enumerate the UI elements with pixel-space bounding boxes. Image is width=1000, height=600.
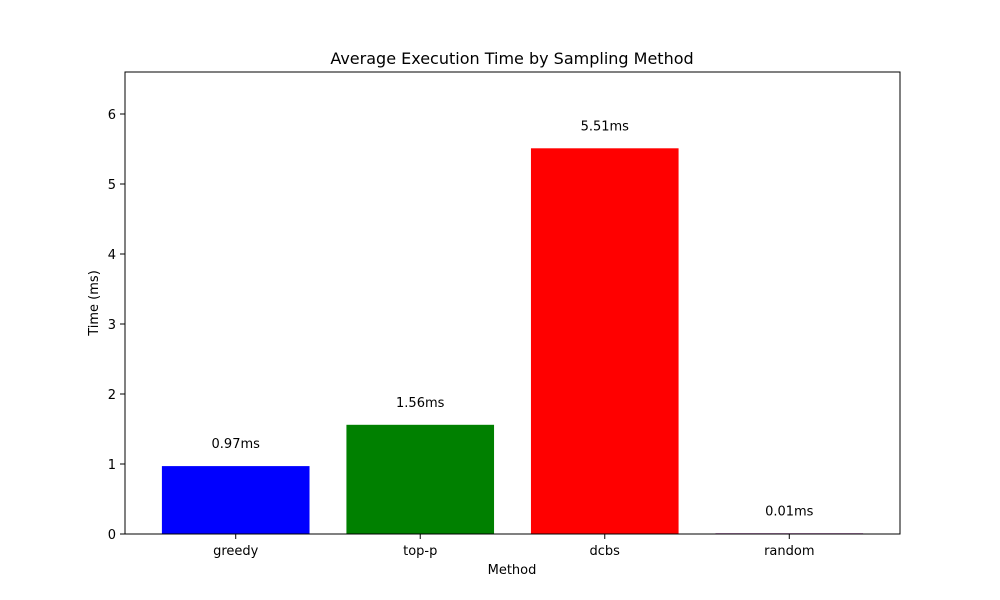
y-axis: 0 1 2 3 4 5 6 bbox=[108, 108, 125, 543]
y-tick-label-3: 3 bbox=[108, 318, 116, 333]
x-axis-title: Method bbox=[488, 563, 537, 578]
x-tick-label-dcbs: dcbs bbox=[590, 544, 621, 559]
x-tick-label-random: random bbox=[764, 544, 814, 559]
y-tick-label-1: 1 bbox=[108, 458, 116, 473]
y-tick-label-0: 0 bbox=[108, 528, 116, 543]
y-axis-title: Time (ms) bbox=[87, 270, 102, 337]
bar-top-p bbox=[346, 424, 495, 534]
y-tick-label-6: 6 bbox=[108, 108, 116, 123]
bars-group bbox=[161, 148, 864, 535]
x-tick-label-top-p: top-p bbox=[403, 544, 437, 559]
x-tick-label-greedy: greedy bbox=[213, 544, 259, 559]
data-labels-group: 0.97ms 1.56ms 5.51ms 0.01ms bbox=[212, 119, 814, 519]
chart-title: Average Execution Time by Sampling Metho… bbox=[330, 49, 693, 68]
plot-frame bbox=[124, 71, 901, 535]
data-label-random: 0.01ms bbox=[765, 504, 814, 519]
x-axis: greedy top-p dcbs random bbox=[213, 534, 814, 559]
data-label-greedy: 0.97ms bbox=[212, 437, 261, 452]
y-tick-label-4: 4 bbox=[108, 248, 116, 263]
y-tick-label-5: 5 bbox=[108, 178, 116, 193]
bar-greedy bbox=[161, 466, 310, 534]
data-label-top-p: 1.56ms bbox=[396, 396, 445, 411]
bar-dcbs bbox=[530, 148, 679, 535]
data-label-dcbs: 5.51ms bbox=[581, 119, 630, 134]
y-tick-label-2: 2 bbox=[108, 388, 116, 403]
